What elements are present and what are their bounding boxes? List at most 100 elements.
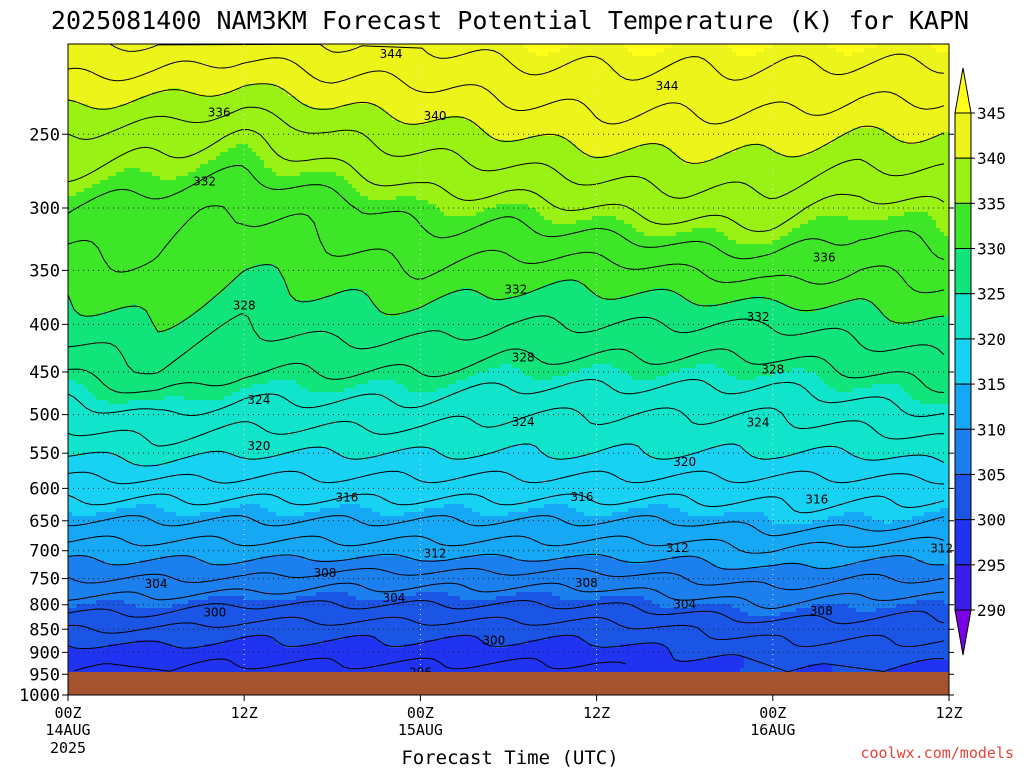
field-cell	[288, 380, 293, 453]
contour-label: 324	[247, 393, 270, 407]
field-cell	[784, 456, 789, 525]
field-cell	[148, 464, 153, 505]
field-cell	[632, 444, 637, 509]
field-cell	[884, 384, 889, 461]
field-cell	[280, 516, 285, 557]
field-cell	[892, 384, 897, 457]
field-cell	[280, 644, 285, 672]
field-cell	[732, 152, 737, 241]
field-cell	[792, 228, 797, 309]
field-cell	[468, 288, 473, 377]
field-cell	[904, 520, 909, 557]
field-cell	[264, 44, 269, 85]
field-cell	[568, 556, 573, 601]
field-cell	[152, 504, 157, 561]
field-cell	[800, 608, 805, 669]
field-cell	[168, 44, 173, 89]
field-cell	[696, 304, 701, 365]
field-cell	[136, 464, 141, 505]
y-tick-label: 550	[29, 444, 60, 464]
field-cell	[232, 596, 237, 641]
field-cell	[204, 452, 209, 513]
field-cell	[512, 444, 517, 513]
field-cell	[808, 608, 813, 665]
field-cell	[824, 448, 829, 521]
field-cell	[328, 44, 333, 109]
field-cell	[712, 304, 717, 365]
field-cell	[664, 460, 669, 505]
field-cell	[464, 556, 469, 601]
field-cell	[368, 636, 373, 672]
field-cell	[820, 568, 825, 605]
field-cell	[76, 648, 81, 672]
field-cell	[204, 512, 209, 565]
field-cell	[776, 152, 781, 241]
field-cell	[140, 400, 145, 465]
field-cell	[772, 616, 777, 672]
field-cell	[924, 320, 929, 405]
field-cell	[712, 160, 717, 229]
field-cell	[572, 636, 577, 672]
field-cell	[840, 304, 845, 393]
field-cell	[340, 592, 345, 641]
field-cell	[832, 568, 837, 605]
field-cell	[880, 608, 885, 672]
field-cell	[320, 508, 325, 561]
field-cell	[196, 456, 201, 517]
field-cell	[588, 156, 593, 221]
field-cell	[772, 524, 777, 565]
field-cell	[596, 296, 601, 365]
field-cell	[200, 560, 205, 601]
field-cell	[636, 148, 641, 233]
field-cell	[484, 296, 489, 373]
field-cell	[628, 148, 633, 225]
field-cell	[884, 460, 889, 525]
field-cell	[488, 208, 493, 301]
field-cell	[224, 640, 229, 672]
field-cell	[600, 596, 605, 649]
field-cell	[268, 456, 273, 513]
field-cell	[292, 600, 297, 649]
field-cell	[944, 404, 949, 465]
field-cell	[116, 456, 121, 509]
field-cell	[536, 136, 541, 213]
field-cell	[832, 44, 837, 49]
field-cell	[588, 44, 593, 157]
field-cell	[268, 636, 273, 672]
field-cell	[732, 656, 737, 672]
field-cell	[656, 560, 661, 605]
field-cell	[128, 564, 133, 605]
field-cell	[384, 516, 389, 557]
field-cell	[888, 44, 893, 137]
field-cell	[584, 644, 589, 672]
x-tick-label: 00Z	[407, 704, 434, 722]
field-cell	[668, 608, 673, 653]
field-cell	[752, 56, 757, 145]
field-cell	[460, 600, 465, 637]
field-cell	[864, 220, 869, 301]
field-cell	[452, 384, 457, 461]
field-cell	[596, 44, 601, 157]
field-cell	[668, 48, 673, 149]
field-cell	[860, 612, 865, 672]
field-cell	[396, 556, 401, 597]
field-cell	[376, 512, 381, 557]
field-cell	[672, 292, 677, 373]
field-cell	[428, 120, 433, 205]
field-cell	[156, 508, 161, 561]
field-cell	[532, 592, 537, 641]
field-cell	[236, 44, 241, 89]
field-cell	[656, 236, 661, 289]
field-cell	[132, 400, 137, 465]
field-cell	[716, 568, 721, 605]
field-cell	[532, 380, 537, 445]
field-cell	[364, 600, 369, 637]
field-cell	[676, 456, 681, 509]
field-cell	[104, 512, 109, 565]
field-cell	[884, 524, 889, 557]
contour-label: 344	[380, 47, 403, 61]
field-cell	[304, 104, 309, 173]
field-cell	[560, 504, 565, 561]
field-cell	[872, 460, 877, 521]
field-cell	[184, 44, 189, 93]
